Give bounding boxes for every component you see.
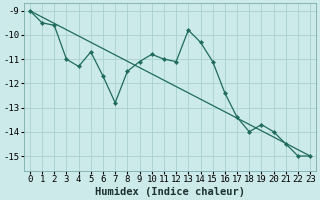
X-axis label: Humidex (Indice chaleur): Humidex (Indice chaleur) (95, 186, 245, 197)
